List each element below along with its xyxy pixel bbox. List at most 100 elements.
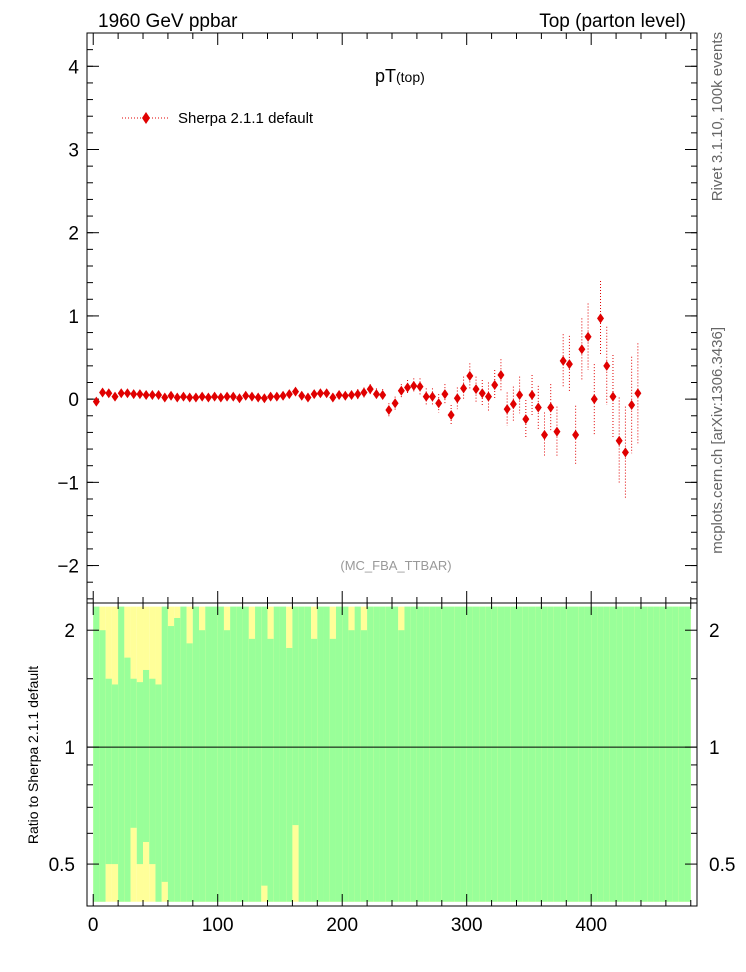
- data-point: [279, 390, 287, 401]
- data-point: [99, 387, 107, 398]
- ratio-band-inner: [167, 626, 175, 902]
- data-point: [348, 389, 356, 400]
- point-marker: [379, 389, 387, 400]
- point-marker: [372, 389, 380, 400]
- data-point: [260, 393, 268, 404]
- rivet-label: Rivet 3.1.10, 100k events: [709, 32, 726, 201]
- point-marker: [528, 389, 536, 400]
- data-point: [372, 388, 380, 400]
- ratio-band-inner: [640, 606, 648, 902]
- data-point: [236, 393, 243, 404]
- data-point: [292, 386, 300, 397]
- point-marker: [428, 391, 436, 402]
- ratio-band-inner: [124, 657, 131, 902]
- data-point: [541, 412, 548, 458]
- plot-title-sub: (top): [396, 69, 425, 85]
- ratio-band-inner: [367, 606, 374, 902]
- ratio-band-inner: [684, 606, 691, 902]
- ratio-band-inner: [273, 606, 280, 902]
- point-marker: [460, 383, 468, 394]
- data-point: [92, 396, 100, 407]
- point-marker: [634, 388, 642, 399]
- data-point: [229, 391, 237, 402]
- point-marker: [597, 313, 605, 324]
- data-point: [323, 388, 331, 399]
- ratio-band-inner: [497, 606, 505, 902]
- point-marker: [385, 404, 393, 415]
- data-point: [242, 390, 250, 401]
- data-point: [316, 388, 324, 399]
- data-point: [416, 378, 424, 395]
- point-marker: [198, 391, 206, 402]
- data-point: [603, 326, 611, 405]
- ratio-band-inner: [609, 606, 617, 902]
- ratio-band-inner: [267, 638, 274, 902]
- ratio-frame: [86, 602, 698, 907]
- point-marker: [397, 385, 405, 396]
- data-point: [466, 363, 474, 389]
- ratio-band-inner: [136, 682, 144, 865]
- ratio-band-inner: [460, 606, 467, 902]
- data-point: [329, 392, 337, 403]
- ratio-band-inner: [510, 606, 517, 902]
- data-point: [584, 303, 592, 371]
- data-point: [634, 343, 642, 444]
- point-marker: [590, 394, 598, 405]
- y-tick-label: 1: [68, 307, 79, 328]
- ratio-band-inner: [547, 606, 554, 902]
- point-marker: [123, 388, 131, 399]
- data-point: [559, 334, 567, 388]
- data-point: [460, 376, 468, 400]
- data-point: [211, 391, 219, 402]
- ratio-band-inner: [578, 606, 585, 902]
- point-marker: [621, 447, 629, 458]
- data-point: [522, 399, 530, 439]
- ratio-band-inner: [572, 606, 579, 902]
- ratio-band-inner: [535, 606, 542, 902]
- point-marker: [366, 384, 374, 395]
- ratio-y-tick-label: 0.5: [49, 855, 75, 876]
- point-marker: [628, 399, 636, 410]
- ratio-band-inner: [491, 606, 498, 902]
- ratio-band-inner: [566, 606, 573, 902]
- ratio-band-inner: [255, 606, 262, 902]
- data-point: [217, 392, 225, 403]
- data-point: [341, 390, 349, 401]
- ratio-band-inner: [230, 606, 237, 902]
- data-point: [254, 392, 262, 403]
- ratio-band-inner: [591, 606, 598, 902]
- data-point: [590, 364, 598, 435]
- data-point: [173, 392, 181, 403]
- ratio-band-inner: [335, 606, 343, 902]
- ratio-band-inner: [504, 606, 511, 902]
- point-marker: [254, 392, 262, 403]
- point-marker: [547, 402, 555, 413]
- ratio-band-inner: [298, 606, 305, 902]
- ratio-band-inner: [423, 606, 430, 902]
- ratio-band-inner: [678, 606, 685, 902]
- point-marker: [223, 391, 231, 402]
- ratio-plot: 0.5 0.5 1 1 2 2 0 100 200 300 400 Ratio to Sherpa…: [25, 602, 735, 936]
- point-marker: [260, 393, 268, 404]
- data-point: [528, 375, 536, 415]
- plot-title: pT: [375, 66, 396, 86]
- ratio-band-inner: [665, 606, 673, 902]
- point-marker: [522, 414, 530, 425]
- data-point: [572, 405, 580, 465]
- point-marker: [609, 391, 617, 402]
- point-marker: [229, 391, 237, 402]
- point-marker: [354, 389, 362, 400]
- point-marker: [267, 391, 275, 402]
- data-point: [447, 404, 455, 425]
- ratio-band-inner: [441, 606, 449, 902]
- point-marker: [478, 388, 486, 399]
- ratio-band-inner: [323, 606, 330, 902]
- data-point: [565, 335, 573, 393]
- y-tick-label: 4: [68, 57, 79, 78]
- point-marker: [509, 399, 517, 410]
- data-point: [117, 388, 125, 399]
- ratio-band-inner: [379, 606, 386, 902]
- ratio-band-inner: [186, 643, 193, 902]
- ratio-band-inner: [653, 606, 660, 902]
